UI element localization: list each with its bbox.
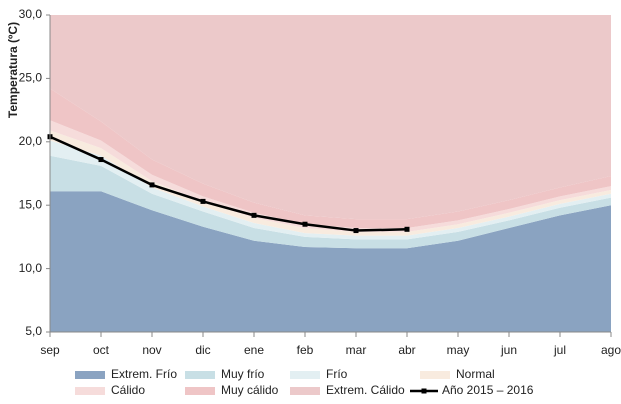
- area-band: [50, 191, 611, 332]
- area-band: [50, 155, 611, 249]
- y-tick-label: 25,0: [19, 71, 43, 85]
- line-marker: [302, 221, 308, 227]
- x-tick-label: may: [447, 343, 470, 357]
- line: [49, 135, 408, 232]
- x-tick-label: nov: [142, 343, 161, 357]
- y-tick-label: 30,0: [19, 7, 43, 21]
- legend-swatch: [75, 371, 105, 379]
- legend-swatch: [290, 371, 320, 379]
- legend-swatch: [185, 387, 215, 395]
- x-tick-label: abr: [398, 343, 415, 357]
- legend-swatch: [75, 387, 105, 395]
- x-tick-label: sep: [40, 343, 60, 357]
- line-marker: [353, 228, 359, 234]
- line-marker: [404, 226, 410, 232]
- x-tick-label: jul: [553, 343, 566, 357]
- x-tick-label: oct: [93, 343, 110, 357]
- legend-swatch: [290, 387, 320, 395]
- legend-label: Extrem. Cálido: [326, 383, 405, 397]
- x-tick-label: ago: [601, 343, 621, 357]
- legend-swatch: [185, 371, 215, 379]
- x-tick-label: jun: [500, 343, 517, 357]
- legend-marker: [421, 388, 427, 394]
- area-band: [50, 15, 611, 220]
- y-axis-label: Temperatura (ºC): [6, 22, 20, 118]
- x-tick-label: feb: [297, 343, 314, 357]
- legend-label: Extrem. Frío: [111, 367, 177, 381]
- x-tick-label: ene: [244, 343, 264, 357]
- legend-swatch: [420, 371, 450, 379]
- legend-label: Año 2015 – 2016: [442, 383, 534, 397]
- legend-label: Normal: [456, 367, 495, 381]
- line-marker: [98, 157, 104, 163]
- line-marker: [200, 198, 206, 204]
- legend-label: Cálido: [111, 383, 145, 397]
- legend-label: Frío: [326, 367, 348, 381]
- y-tick-label: 15,0: [19, 197, 43, 211]
- legend-label: Muy cálido: [221, 383, 279, 397]
- plot-area: [50, 15, 611, 332]
- y-tick-label: 20,0: [19, 134, 43, 148]
- line-marker: [251, 212, 257, 218]
- legend-label: Muy frío: [221, 367, 265, 381]
- line-marker: [149, 182, 155, 188]
- x-tick-label: dic: [195, 343, 210, 357]
- x-tick-label: mar: [346, 343, 367, 357]
- y-tick-label: 10,0: [19, 261, 43, 275]
- y-tick-label: 5,0: [25, 324, 42, 338]
